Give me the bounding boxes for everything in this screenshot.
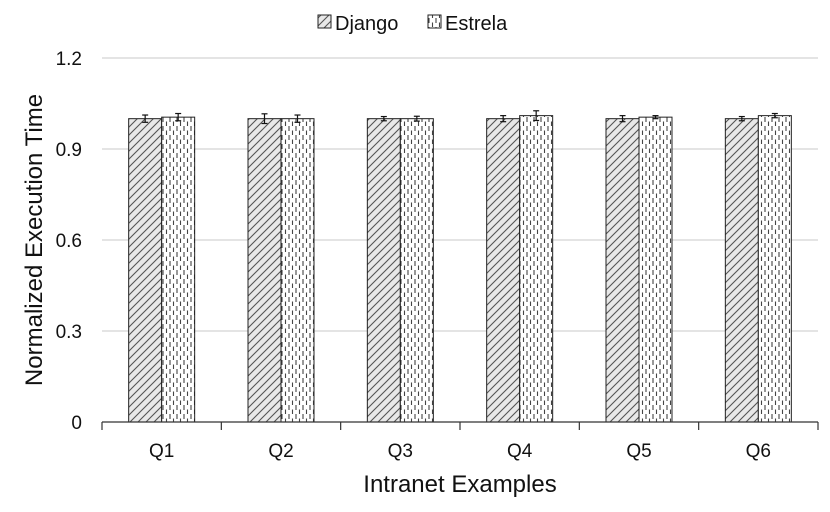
x-tick-label: Q4 bbox=[507, 441, 533, 462]
x-tick-label: Q6 bbox=[746, 441, 771, 462]
legend-label-estrela: Estrela bbox=[445, 13, 508, 35]
bar-estrela-q4 bbox=[519, 115, 554, 423]
bar-estrela-q3 bbox=[399, 118, 434, 423]
x-axis-title: Intranet Examples bbox=[363, 471, 556, 498]
axes-group bbox=[101, 421, 819, 430]
bar-estrela-q6 bbox=[757, 115, 792, 423]
error-bar-estrela-q4 bbox=[533, 110, 540, 122]
bar-django-q3 bbox=[366, 118, 401, 423]
bar-estrela-q1 bbox=[161, 116, 196, 423]
y-tick-label: 0.6 bbox=[56, 231, 82, 252]
y-tick-label: 0 bbox=[71, 413, 82, 434]
error-bar-estrela-q6 bbox=[771, 112, 778, 119]
y-tick-label: 0.9 bbox=[56, 140, 82, 161]
x-tick-label: Q2 bbox=[268, 441, 293, 462]
bar-estrela-q5 bbox=[638, 116, 673, 423]
y-tick-label: 1.2 bbox=[56, 49, 82, 70]
legend-swatch-estrela bbox=[427, 14, 442, 29]
error-bar-django-q3 bbox=[380, 115, 387, 122]
x-tick-label: Q3 bbox=[388, 441, 413, 462]
bar-estrela-q2 bbox=[280, 118, 315, 423]
y-axis-title: Normalized Execution Time bbox=[21, 94, 48, 386]
y-tick-labels: 0 0.3 0.6 0.9 1.2 bbox=[56, 49, 82, 434]
error-bar-estrela-q2 bbox=[294, 114, 301, 123]
error-bar-django-q4 bbox=[500, 115, 507, 123]
bar-django-q4 bbox=[486, 118, 521, 423]
legend-label-django: Django bbox=[335, 13, 398, 35]
legend: Django Estrela bbox=[317, 13, 508, 35]
bar-django-q5 bbox=[605, 118, 640, 423]
legend-swatch-django bbox=[317, 14, 332, 29]
error-bar-django-q1 bbox=[142, 114, 149, 123]
bar-django-q1 bbox=[128, 118, 163, 423]
error-bar-estrela-q3 bbox=[413, 115, 420, 122]
y-tick-label: 0.3 bbox=[56, 322, 82, 343]
x-tick-label: Q5 bbox=[626, 441, 651, 462]
error-bar-estrela-q5 bbox=[652, 115, 659, 120]
gridlines bbox=[102, 57, 818, 332]
error-bar-django-q2 bbox=[261, 113, 268, 125]
bar-django-q6 bbox=[724, 118, 759, 423]
bars-group bbox=[128, 115, 792, 423]
x-tick-label: Q1 bbox=[149, 441, 174, 462]
x-tick-labels: Q1 Q2 Q3 Q4 Q5 Q6 bbox=[149, 441, 771, 462]
error-bar-django-q6 bbox=[738, 115, 745, 122]
error-bar-django-q5 bbox=[619, 115, 626, 123]
bar-django-q2 bbox=[247, 118, 282, 423]
error-bars-group bbox=[142, 110, 778, 125]
error-bar-estrela-q1 bbox=[175, 112, 182, 122]
